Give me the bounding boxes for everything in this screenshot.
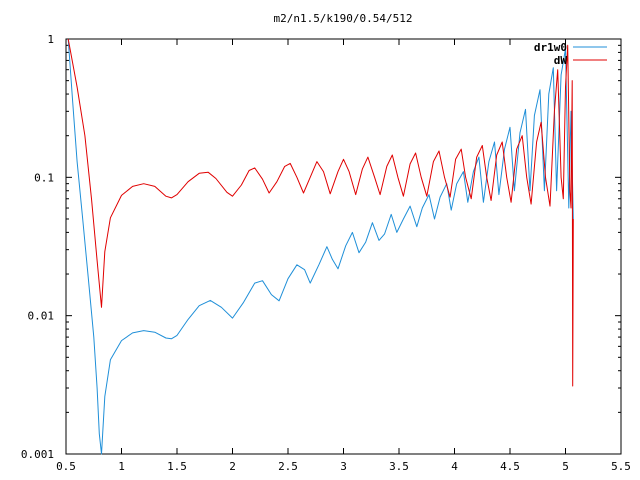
y-tick-label: 0.1 bbox=[34, 171, 54, 184]
x-tick-label: 5.5 bbox=[611, 460, 631, 473]
x-tick-label: 4 bbox=[451, 460, 458, 473]
x-tick-label: 3.5 bbox=[389, 460, 409, 473]
series-lines bbox=[67, 38, 574, 455]
x-tick-label: 1.5 bbox=[167, 460, 187, 473]
legend-label: dW bbox=[554, 54, 568, 67]
x-tick-label: 4.5 bbox=[500, 460, 520, 473]
x-tick-label: 5 bbox=[562, 460, 569, 473]
y-tick-label: 0.01 bbox=[28, 310, 55, 323]
y-axis: 0.001 0.01 0.1 1 bbox=[21, 33, 621, 461]
x-tick-label: 2 bbox=[229, 460, 236, 473]
y-tick-label: 0.001 bbox=[21, 448, 54, 461]
x-tick-label: 2.5 bbox=[278, 460, 298, 473]
legend-label: dr1w0 bbox=[534, 41, 567, 54]
x-axis: 0.5 1 1.5 2 2.5 3 3.5 4 4.5 5 5.5 bbox=[56, 39, 631, 473]
x-tick-label: 0.5 bbox=[56, 460, 76, 473]
x-tick-label: 3 bbox=[340, 460, 347, 473]
x-tick-label: 1 bbox=[118, 460, 125, 473]
series-line-dw bbox=[67, 38, 574, 387]
series-line-dr1w0 bbox=[67, 38, 574, 455]
y-tick-label: 1 bbox=[47, 33, 54, 46]
chart-title: m2/n1.5/k190/0.54/512 bbox=[273, 12, 412, 25]
